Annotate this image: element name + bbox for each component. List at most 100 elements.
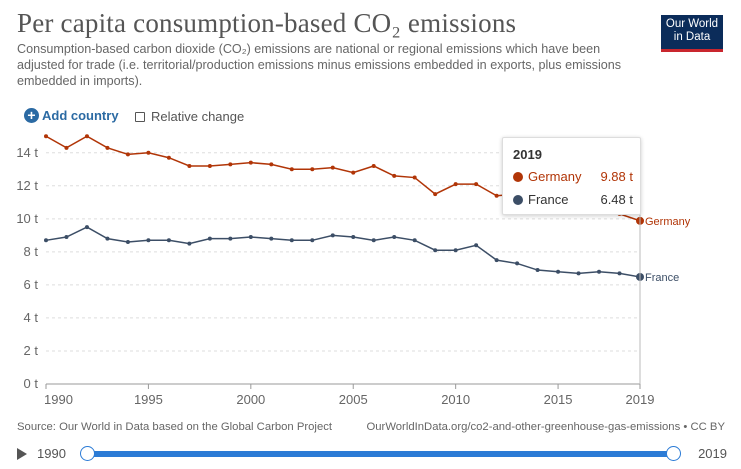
- data-point-germany: [351, 170, 356, 175]
- owid-logo[interactable]: Our World in Data: [661, 15, 723, 52]
- x-tick-label: 1995: [134, 392, 163, 407]
- source-url-link[interactable]: OurWorldInData.org/co2-and-other-greenho…: [366, 421, 725, 433]
- data-point-germany: [105, 145, 110, 150]
- data-point-france: [474, 243, 479, 248]
- timeline-end-handle[interactable]: [666, 446, 681, 461]
- data-point-france: [64, 235, 69, 240]
- data-point-germany: [433, 192, 438, 197]
- logo-line-1: Our World: [665, 18, 719, 30]
- timeline-end-label: 2019: [698, 446, 727, 461]
- y-tick-label: 10 t: [16, 211, 38, 226]
- data-point-france: [44, 238, 48, 243]
- data-point-germany: [412, 175, 417, 180]
- relative-change-toggle[interactable]: Relative change: [135, 109, 244, 124]
- data-point-france: [146, 238, 151, 243]
- data-point-france: [351, 235, 356, 240]
- y-tick-label: 8 t: [24, 244, 39, 259]
- data-point-germany: [207, 163, 212, 168]
- data-point-france: [248, 235, 253, 240]
- data-point-france: [125, 239, 130, 244]
- add-country-label: Add country: [42, 108, 119, 123]
- tooltip-france-value: 6.48 t: [600, 192, 633, 207]
- germany-dot-icon: [513, 172, 523, 182]
- x-tick-label: 2005: [339, 392, 368, 407]
- tooltip-germany-value: 9.88 t: [600, 169, 633, 184]
- tooltip-row-germany: Germany 9.88 t: [513, 169, 633, 184]
- data-point-france: [412, 238, 417, 243]
- data-point-france: [105, 236, 110, 241]
- data-point-germany: [289, 167, 294, 172]
- data-point-france: [207, 236, 212, 241]
- tooltip-year: 2019: [513, 147, 542, 162]
- data-point-germany: [269, 162, 274, 167]
- tooltip-row-france: France 6.48 t: [513, 192, 633, 207]
- data-point-france: [576, 271, 581, 276]
- data-point-france: [371, 238, 376, 243]
- data-point-germany: [392, 173, 397, 178]
- data-point-france: [515, 261, 520, 266]
- data-point-germany: [310, 167, 315, 172]
- play-icon[interactable]: [17, 448, 27, 460]
- data-point-germany: [228, 162, 233, 167]
- data-point-germany: [84, 134, 89, 139]
- data-point-france: [556, 269, 561, 274]
- france-dot-icon: [513, 195, 523, 205]
- relative-change-label: Relative change: [151, 109, 245, 124]
- data-point-germany: [125, 152, 130, 157]
- tooltip-germany-name: Germany: [528, 169, 582, 184]
- data-point-germany: [330, 165, 335, 170]
- data-point-france: [535, 268, 540, 273]
- y-tick-label: 2 t: [24, 343, 39, 358]
- data-point-france: [433, 248, 438, 253]
- timeline-slider[interactable]: 1990 2019: [17, 443, 727, 465]
- data-point-france: [269, 236, 274, 241]
- hover-tooltip: 2019 Germany 9.88 t France 6.48 t: [502, 137, 641, 215]
- data-point-france: [597, 269, 602, 274]
- tooltip-france-name: France: [528, 192, 569, 207]
- data-point-france: [617, 271, 622, 276]
- data-point-germany: [494, 193, 499, 198]
- data-point-germany: [146, 150, 151, 155]
- logo-line-2: in Data: [673, 31, 711, 43]
- x-tick-label: 2019: [626, 392, 655, 407]
- add-country-button[interactable]: + Add country: [24, 108, 119, 123]
- data-point-germany: [187, 163, 192, 168]
- timeline-start-handle[interactable]: [80, 446, 95, 461]
- x-tick-label: 2000: [236, 392, 265, 407]
- timeline-start-label: 1990: [37, 446, 66, 461]
- data-point-france: [166, 238, 171, 243]
- line-end-label-france: France: [645, 272, 679, 284]
- data-point-france: [392, 235, 397, 240]
- x-tick-label: 1990: [44, 392, 73, 407]
- data-point-germany: [474, 182, 479, 187]
- plus-circle-icon: +: [24, 108, 39, 123]
- data-point-france: [453, 248, 458, 253]
- data-point-france: [84, 225, 89, 230]
- data-point-germany: [453, 182, 458, 187]
- chart-title: Per capita consumption-based CO₂ emissio…: [17, 8, 517, 38]
- chart-subtitle: Consumption-based carbon dioxide (CO₂) e…: [17, 42, 622, 88]
- x-tick-label: 2015: [544, 392, 573, 407]
- data-point-france: [187, 241, 192, 246]
- x-tick-label: 2010: [441, 392, 470, 407]
- checkbox-icon[interactable]: [135, 111, 145, 122]
- y-tick-label: 14 t: [16, 145, 38, 160]
- data-point-germany: [64, 145, 69, 150]
- data-point-france: [310, 238, 315, 243]
- y-tick-label: 12 t: [16, 178, 38, 193]
- line-end-label-germany: Germany: [645, 216, 691, 228]
- timeline-track[interactable]: [80, 446, 681, 461]
- series-line-france: [45, 226, 641, 278]
- data-point-germany: [44, 134, 48, 139]
- data-point-germany: [248, 160, 253, 165]
- data-point-france: [494, 258, 499, 263]
- data-point-france: [228, 236, 233, 241]
- data-point-germany: [166, 155, 171, 160]
- y-tick-label: 6 t: [24, 277, 39, 292]
- y-tick-label: 0 t: [24, 376, 39, 391]
- data-point-france: [289, 238, 294, 243]
- data-point-germany: [371, 163, 376, 168]
- data-point-france: [330, 233, 335, 238]
- source-note: Source: Our World in Data based on the G…: [17, 421, 333, 433]
- y-tick-label: 4 t: [24, 310, 39, 325]
